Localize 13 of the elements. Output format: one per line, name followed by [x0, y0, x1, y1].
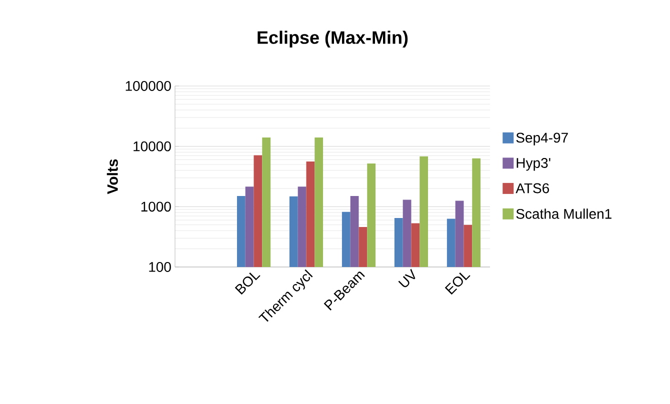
- x-tick-label: BOL: [234, 272, 260, 295]
- x-tick-label: UV: [398, 268, 416, 288]
- y-tick-label: 100000: [126, 81, 171, 91]
- legend-label: Scatha Mullen1: [516, 208, 612, 219]
- x-tick-label: EOL: [444, 272, 470, 295]
- chart-title: Eclipse (Max-Min): [258, 30, 408, 48]
- y-tick-label: 10000: [134, 141, 171, 152]
- legend-label: Hyp3': [516, 158, 550, 171]
- legend-label: Sep4-97: [516, 132, 568, 146]
- y-tick-label: 100: [149, 262, 171, 272]
- y-axis-title: Volts: [106, 159, 118, 194]
- y-tick-label: 1000: [141, 202, 171, 212]
- legend-label: ATS6: [516, 183, 550, 194]
